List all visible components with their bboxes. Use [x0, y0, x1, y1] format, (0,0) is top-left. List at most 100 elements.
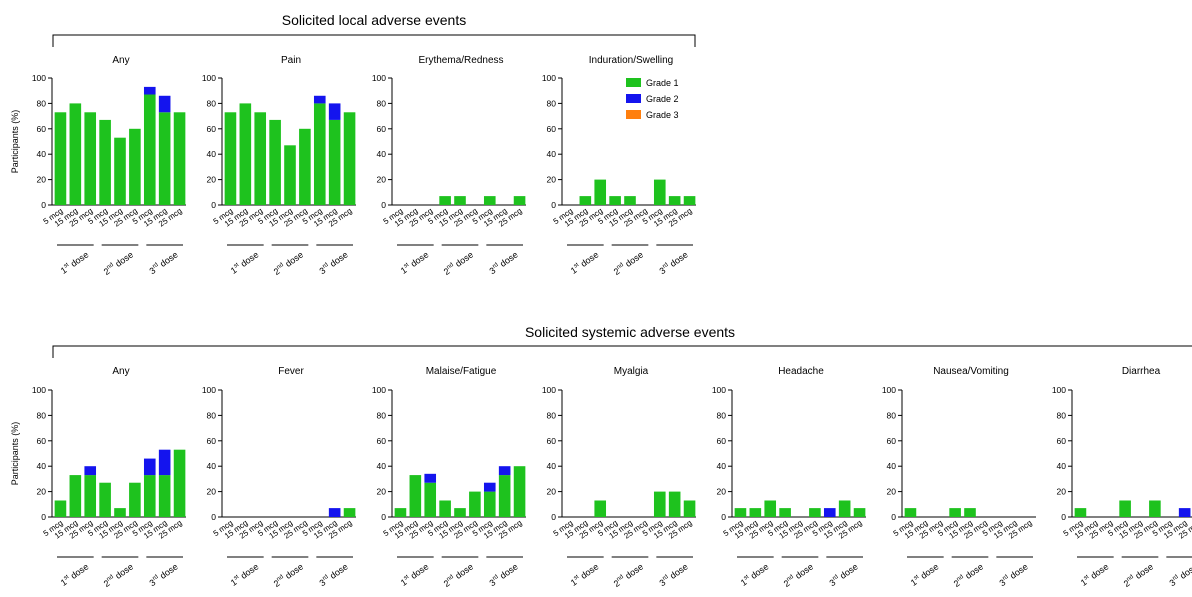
panel-title: Diarrhea [1122, 366, 1161, 377]
legend-swatch-grade2 [626, 94, 641, 103]
dose-group-label: 3rd dose [488, 561, 520, 588]
y-tick-label: 40 [207, 461, 217, 471]
y-tick-label: 0 [551, 512, 556, 522]
dose-group-label: 3rd dose [828, 561, 860, 588]
bar-grade1-5 [809, 508, 821, 517]
dose-group-label: 3rd dose [318, 561, 350, 588]
section-title-systemic: Solicited systemic adverse events [525, 324, 735, 340]
y-tick-label: 60 [1057, 436, 1067, 446]
dose-ordinal-suffix: rd [662, 262, 670, 270]
dose-ordinal-suffix: nd [616, 574, 625, 583]
dose-number: 2 [952, 578, 962, 589]
y-tick-label: 40 [547, 149, 557, 159]
bar-grade1-0 [1074, 508, 1087, 517]
bar-grade2-2 [84, 466, 97, 476]
legend-label: Grade 2 [646, 94, 679, 104]
bar-grade1-6 [143, 475, 156, 517]
bar-grade1-5 [129, 482, 141, 517]
dose-word: dose [1087, 561, 1111, 582]
bar-grade1-4 [284, 145, 296, 205]
y-tick-label: 0 [891, 512, 896, 522]
bar-grade1-3 [439, 500, 451, 517]
bar-grade2-7 [1178, 508, 1191, 517]
dose-ordinal-suffix: st [63, 574, 71, 582]
bar-grade1-8 [513, 466, 526, 517]
dose-group-label: 1st dose [229, 249, 261, 275]
dose-number: 2 [612, 266, 622, 277]
dose-group-label: 2nd dose [272, 249, 305, 277]
dose-group-label: 2nd dose [102, 249, 135, 277]
dose-ordinal-suffix: nd [276, 574, 285, 583]
bar-grade1-3 [99, 482, 111, 517]
y-tick-label: 100 [1052, 385, 1066, 395]
dose-ordinal-suffix: nd [446, 262, 455, 271]
bar-grade1-8 [683, 196, 696, 205]
bar-grade1-8 [173, 449, 186, 517]
y-tick-label: 100 [882, 385, 896, 395]
bar-grade1-7 [668, 491, 681, 517]
dose-word: dose [111, 249, 135, 270]
dose-ordinal-suffix: rd [1002, 574, 1010, 582]
bar-grade1-5 [299, 128, 311, 205]
bar-grade1-7 [328, 119, 341, 205]
dose-ordinal-suffix: st [233, 262, 241, 270]
y-tick-label: 0 [721, 512, 726, 522]
legend-swatch-grade3 [626, 110, 641, 119]
bar-grade1-4 [114, 508, 126, 517]
dose-word: dose [67, 249, 91, 270]
bar-grade1-8 [513, 196, 526, 205]
dose-word: dose [1131, 561, 1155, 582]
dose-number: 3 [148, 265, 158, 276]
bar-grade1-6 [483, 196, 496, 205]
bar-grade2-2 [424, 473, 437, 483]
y-tick-label: 60 [717, 436, 727, 446]
dose-group-label: 1st dose [1079, 561, 1111, 587]
y-tick-label: 100 [542, 73, 556, 83]
bar-grade1-5 [469, 491, 481, 517]
dose-number: 2 [272, 266, 282, 277]
bar-grade2-7 [328, 508, 341, 517]
y-tick-label: 20 [547, 175, 557, 185]
dose-word: dose [67, 561, 91, 582]
dose-group-label: 1st dose [229, 561, 261, 587]
dose-number: 2 [1122, 578, 1132, 589]
dose-ordinal-suffix: st [573, 574, 581, 582]
y-tick-label: 20 [887, 487, 897, 497]
dose-number: 2 [102, 578, 112, 589]
dose-group-label: 2nd dose [612, 249, 645, 277]
y-tick-label: 0 [41, 200, 46, 210]
dose-word: dose [961, 561, 985, 582]
bar-grade1-2 [594, 500, 607, 517]
y-tick-label: 60 [377, 124, 387, 134]
dose-number: 3 [148, 577, 158, 588]
dose-group-label: 1st dose [569, 561, 601, 587]
bar-grade1-2 [764, 500, 777, 517]
bar-grade1-3 [609, 196, 621, 205]
dose-group-label: 1st dose [399, 249, 431, 275]
y-tick-label: 100 [32, 73, 46, 83]
dose-word: dose [917, 561, 941, 582]
dose-number: 1 [1079, 577, 1089, 588]
dose-number: 3 [488, 577, 498, 588]
bar-grade1-4 [624, 196, 636, 205]
bar-grade1-7 [498, 475, 511, 517]
bar-grade1-5 [129, 128, 141, 205]
y-tick-label: 80 [547, 410, 557, 420]
dose-word: dose [237, 249, 261, 270]
bar-grade1-6 [143, 94, 156, 205]
bar-grade2-7 [498, 466, 511, 476]
section-title-local: Solicited local adverse events [282, 12, 466, 28]
bar-grade2-7 [158, 449, 171, 476]
dose-group-label: 2nd dose [782, 561, 815, 589]
y-tick-label: 60 [377, 436, 387, 446]
bar-grade1-2 [84, 112, 97, 205]
bar-grade1-3 [99, 119, 111, 205]
bar-grade1-0 [54, 112, 67, 205]
y-tick-label: 80 [207, 410, 217, 420]
dose-word: dose [111, 561, 135, 582]
dose-ordinal-suffix: rd [322, 262, 330, 270]
